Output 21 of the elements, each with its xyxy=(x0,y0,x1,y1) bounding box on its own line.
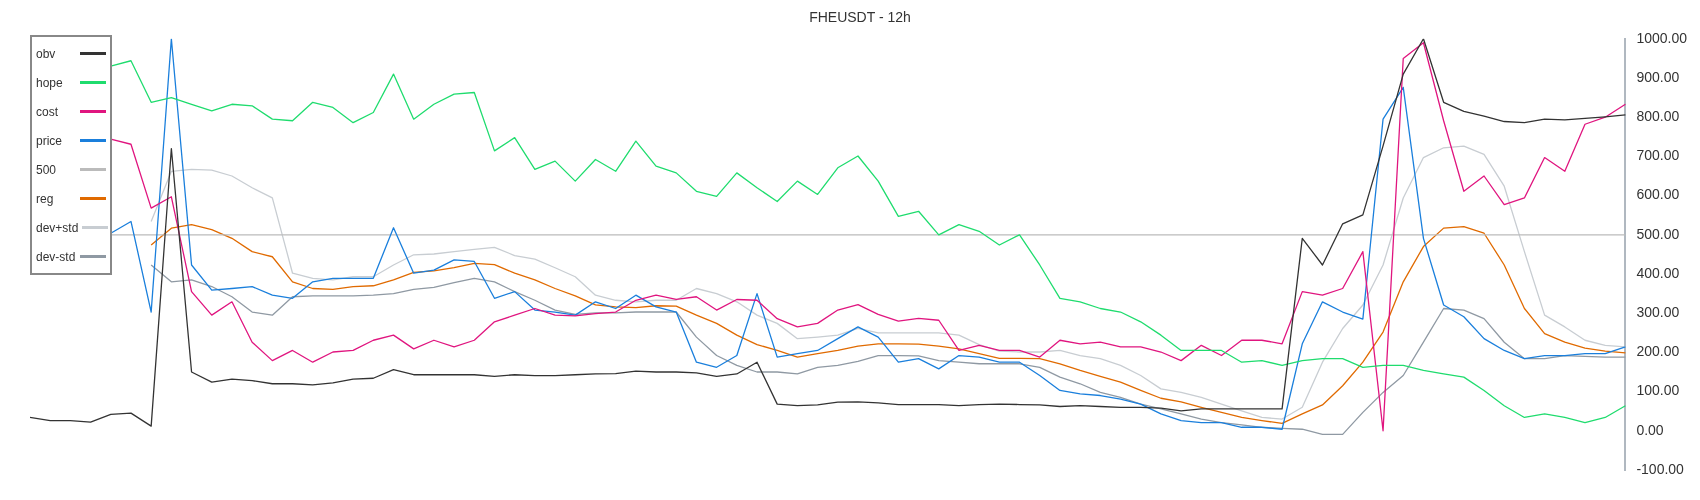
y-tick-label: 200.00 xyxy=(1636,343,1680,360)
legend-label: dev+std xyxy=(36,220,79,235)
y-tick-label: 800.00 xyxy=(1636,108,1680,125)
legend-label: cost xyxy=(36,104,59,119)
y-tick-label: 600.00 xyxy=(1636,186,1680,203)
legend-label: dev-std xyxy=(36,249,76,264)
y-tick-label: 400.00 xyxy=(1636,264,1680,281)
chart-title: FHEUSDT - 12h xyxy=(809,9,911,26)
y-tick-label: 900.00 xyxy=(1636,68,1680,85)
y-tick-label: -100.00 xyxy=(1636,460,1685,477)
y-tick-label: 300.00 xyxy=(1636,304,1680,321)
legend-label: obv xyxy=(36,46,56,61)
y-tick-label: 1000.00 xyxy=(1636,29,1688,46)
legend-label: hope xyxy=(36,75,63,90)
legend-label: price xyxy=(36,133,63,148)
y-tick-label: 0.00 xyxy=(1636,421,1664,438)
y-tick-label: 500.00 xyxy=(1636,225,1680,242)
legend-label: 500 xyxy=(36,162,57,177)
y-tick-label: 700.00 xyxy=(1636,147,1680,164)
legend-label: reg xyxy=(36,191,54,206)
y-tick-label: 100.00 xyxy=(1636,382,1680,399)
